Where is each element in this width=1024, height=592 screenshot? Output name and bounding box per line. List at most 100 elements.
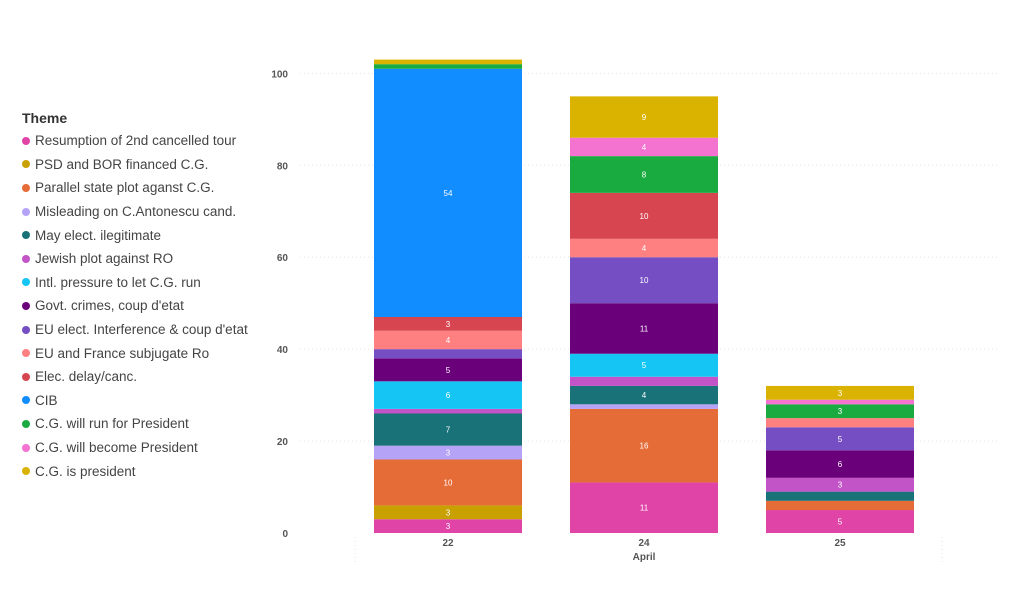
data-label: 16 bbox=[640, 442, 649, 451]
legend-marker-icon bbox=[22, 372, 30, 381]
data-label: 4 bbox=[446, 336, 451, 345]
legend-label: C.G. will run for President bbox=[35, 416, 189, 432]
legend-label: EU and France subjugate Ro bbox=[35, 345, 210, 361]
bar-segment bbox=[374, 459, 522, 506]
data-label: 5 bbox=[642, 361, 647, 370]
y-tick-label: 0 bbox=[282, 529, 288, 540]
bar-segment bbox=[766, 477, 914, 492]
bar-segment bbox=[570, 238, 718, 258]
bar-segment bbox=[374, 381, 522, 409]
bar-segment bbox=[766, 491, 914, 501]
legend: Theme Resumption of 2nd cancelled tour PS… bbox=[22, 110, 272, 483]
bar-segment bbox=[570, 192, 718, 239]
legend-item[interactable]: May elect. ilegitimate bbox=[22, 223, 272, 247]
legend-item[interactable]: C.G. is president bbox=[22, 459, 272, 483]
data-label: 11 bbox=[640, 504, 649, 513]
legend-items: Resumption of 2nd cancelled tour PSD and … bbox=[22, 129, 272, 483]
data-label: 3 bbox=[838, 389, 843, 398]
bar-segment bbox=[766, 385, 914, 400]
legend-item[interactable]: Parallel state plot aganst C.G. bbox=[22, 176, 272, 200]
legend-item[interactable]: Elec. delay/canc. bbox=[22, 365, 272, 389]
x-tick-label: 22 bbox=[442, 538, 454, 549]
legend-marker-icon bbox=[22, 278, 30, 287]
bar-segment bbox=[570, 482, 718, 533]
data-label: 10 bbox=[640, 212, 649, 221]
bar-segment bbox=[766, 418, 914, 428]
bar-segment bbox=[570, 404, 718, 409]
legend-marker-icon bbox=[22, 419, 30, 428]
bar-segment bbox=[374, 358, 522, 382]
data-label: 10 bbox=[444, 478, 453, 487]
bar-segment bbox=[374, 68, 522, 317]
legend-marker-icon bbox=[22, 254, 30, 263]
y-tick-label: 60 bbox=[277, 253, 289, 264]
legend-marker-icon bbox=[22, 207, 30, 216]
legend-item[interactable]: Govt. crimes, coup d'etat bbox=[22, 294, 272, 318]
legend-label: Govt. crimes, coup d'etat bbox=[35, 298, 184, 314]
legend-item[interactable]: C.G. will run for President bbox=[22, 412, 272, 436]
bar-segment bbox=[374, 408, 522, 414]
data-label: 3 bbox=[838, 481, 843, 490]
data-label: 11 bbox=[640, 324, 649, 333]
bar-segment bbox=[570, 353, 718, 377]
bar-segment bbox=[766, 450, 914, 478]
legend-item[interactable]: EU and France subjugate Ro bbox=[22, 341, 272, 365]
legend-label: C.G. will become President bbox=[35, 440, 198, 456]
legend-label: EU elect. Interference & coup d'etat bbox=[35, 322, 248, 338]
legend-item[interactable]: Misleading on C.Antonescu cand. bbox=[22, 200, 272, 224]
bar-segment bbox=[374, 59, 522, 65]
legend-item[interactable]: Intl. pressure to let C.G. run bbox=[22, 271, 272, 295]
data-label: 3 bbox=[838, 407, 843, 416]
legend-marker-icon bbox=[22, 396, 30, 405]
data-label: 4 bbox=[642, 143, 647, 152]
data-label: 9 bbox=[642, 113, 647, 122]
bar-segment bbox=[374, 413, 522, 446]
bar-segment bbox=[766, 500, 914, 511]
data-label: 8 bbox=[642, 171, 647, 180]
legend-item[interactable]: C.G. will become President bbox=[22, 436, 272, 460]
data-label: 3 bbox=[446, 449, 451, 458]
data-label: 54 bbox=[444, 189, 453, 198]
legend-marker-icon bbox=[22, 325, 30, 334]
data-label: 5 bbox=[838, 435, 843, 444]
legend-marker-icon bbox=[22, 443, 30, 452]
legend-label: Jewish plot against RO bbox=[35, 251, 174, 267]
data-label: 4 bbox=[642, 244, 647, 253]
legend-label: Misleading on C.Antonescu cand. bbox=[35, 204, 237, 220]
legend-label: Elec. delay/canc. bbox=[35, 369, 138, 385]
bar-segment bbox=[374, 64, 522, 69]
data-label: 6 bbox=[838, 460, 843, 469]
bar-segment bbox=[766, 427, 914, 451]
legend-label: Intl. pressure to let C.G. run bbox=[35, 274, 201, 290]
legend-item[interactable]: Resumption of 2nd cancelled tour bbox=[22, 129, 272, 153]
data-label: 6 bbox=[446, 391, 451, 400]
y-tick-label: 80 bbox=[277, 161, 289, 172]
legend-marker-icon bbox=[22, 349, 30, 358]
x-axis-title: April bbox=[633, 552, 656, 563]
x-tick-label: 25 bbox=[834, 538, 846, 549]
bar-segment bbox=[570, 96, 718, 138]
data-label: 5 bbox=[446, 366, 451, 375]
legend-item[interactable]: PSD and BOR financed C.G. bbox=[22, 153, 272, 177]
data-label: 4 bbox=[642, 391, 647, 400]
bar-segment bbox=[570, 137, 718, 157]
legend-label: PSD and BOR financed C.G. bbox=[35, 156, 209, 172]
bar-segment bbox=[374, 519, 522, 533]
legend-item[interactable]: Jewish plot against RO bbox=[22, 247, 272, 271]
data-label: 3 bbox=[446, 522, 451, 531]
bar-segment bbox=[570, 257, 718, 304]
legend-item[interactable]: EU elect. Interference & coup d'etat bbox=[22, 318, 272, 342]
y-tick-label: 100 bbox=[271, 69, 288, 80]
bar-segment bbox=[374, 330, 522, 350]
legend-marker-icon bbox=[22, 136, 30, 145]
legend-item[interactable]: CIB bbox=[22, 389, 272, 413]
legend-label: Parallel state plot aganst C.G. bbox=[35, 180, 215, 196]
y-tick-label: 40 bbox=[277, 345, 289, 356]
data-label: 10 bbox=[640, 276, 649, 285]
bar-segment bbox=[766, 399, 914, 405]
legend-title: Theme bbox=[22, 110, 68, 126]
legend-label: Resumption of 2nd cancelled tour bbox=[35, 133, 237, 149]
y-tick-label: 20 bbox=[277, 437, 289, 448]
data-label: 3 bbox=[446, 508, 451, 517]
